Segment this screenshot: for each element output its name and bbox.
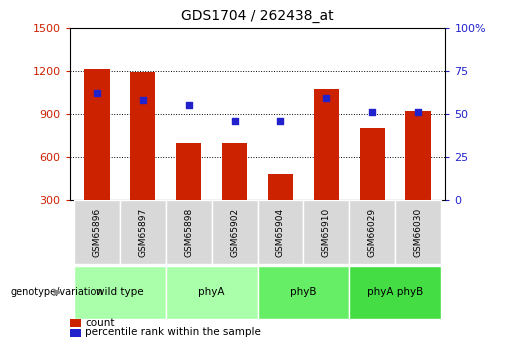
Text: phyA: phyA <box>198 287 225 297</box>
Point <box>230 118 238 124</box>
FancyBboxPatch shape <box>303 200 349 264</box>
Bar <box>222 142 247 200</box>
Point <box>277 118 285 124</box>
FancyBboxPatch shape <box>166 200 212 264</box>
Text: count: count <box>85 318 114 327</box>
Text: phyB: phyB <box>290 287 317 297</box>
Text: GSM65897: GSM65897 <box>139 207 147 257</box>
Text: wild type: wild type <box>96 287 144 297</box>
Text: genotype/variation: genotype/variation <box>10 287 103 297</box>
Text: phyA phyB: phyA phyB <box>367 287 423 297</box>
Text: GSM65902: GSM65902 <box>230 207 239 257</box>
FancyBboxPatch shape <box>212 200 258 264</box>
Text: GSM65896: GSM65896 <box>93 207 101 257</box>
Bar <box>70 329 81 337</box>
FancyBboxPatch shape <box>120 200 166 264</box>
FancyBboxPatch shape <box>166 266 258 319</box>
Text: GDS1704 / 262438_at: GDS1704 / 262438_at <box>181 9 334 23</box>
Bar <box>405 111 431 200</box>
Text: percentile rank within the sample: percentile rank within the sample <box>85 327 261 337</box>
Text: GSM65910: GSM65910 <box>322 207 331 257</box>
FancyBboxPatch shape <box>74 200 120 264</box>
Point <box>184 102 193 108</box>
FancyBboxPatch shape <box>258 266 349 319</box>
Bar <box>130 72 156 200</box>
Bar <box>268 174 293 200</box>
Text: GSM65904: GSM65904 <box>276 207 285 257</box>
Bar <box>176 142 201 200</box>
Point <box>414 109 422 115</box>
Bar <box>359 128 385 200</box>
Point <box>368 109 376 115</box>
Point <box>93 90 101 96</box>
Text: GSM65898: GSM65898 <box>184 207 193 257</box>
FancyBboxPatch shape <box>395 200 441 264</box>
FancyBboxPatch shape <box>258 200 303 264</box>
Bar <box>314 89 339 200</box>
FancyBboxPatch shape <box>349 266 441 319</box>
Bar <box>84 69 110 200</box>
Point <box>139 97 147 103</box>
FancyBboxPatch shape <box>349 200 395 264</box>
Text: GSM66030: GSM66030 <box>414 207 422 257</box>
Text: GSM66029: GSM66029 <box>368 207 376 257</box>
Point <box>322 96 331 101</box>
FancyBboxPatch shape <box>74 266 166 319</box>
Bar <box>70 319 81 327</box>
